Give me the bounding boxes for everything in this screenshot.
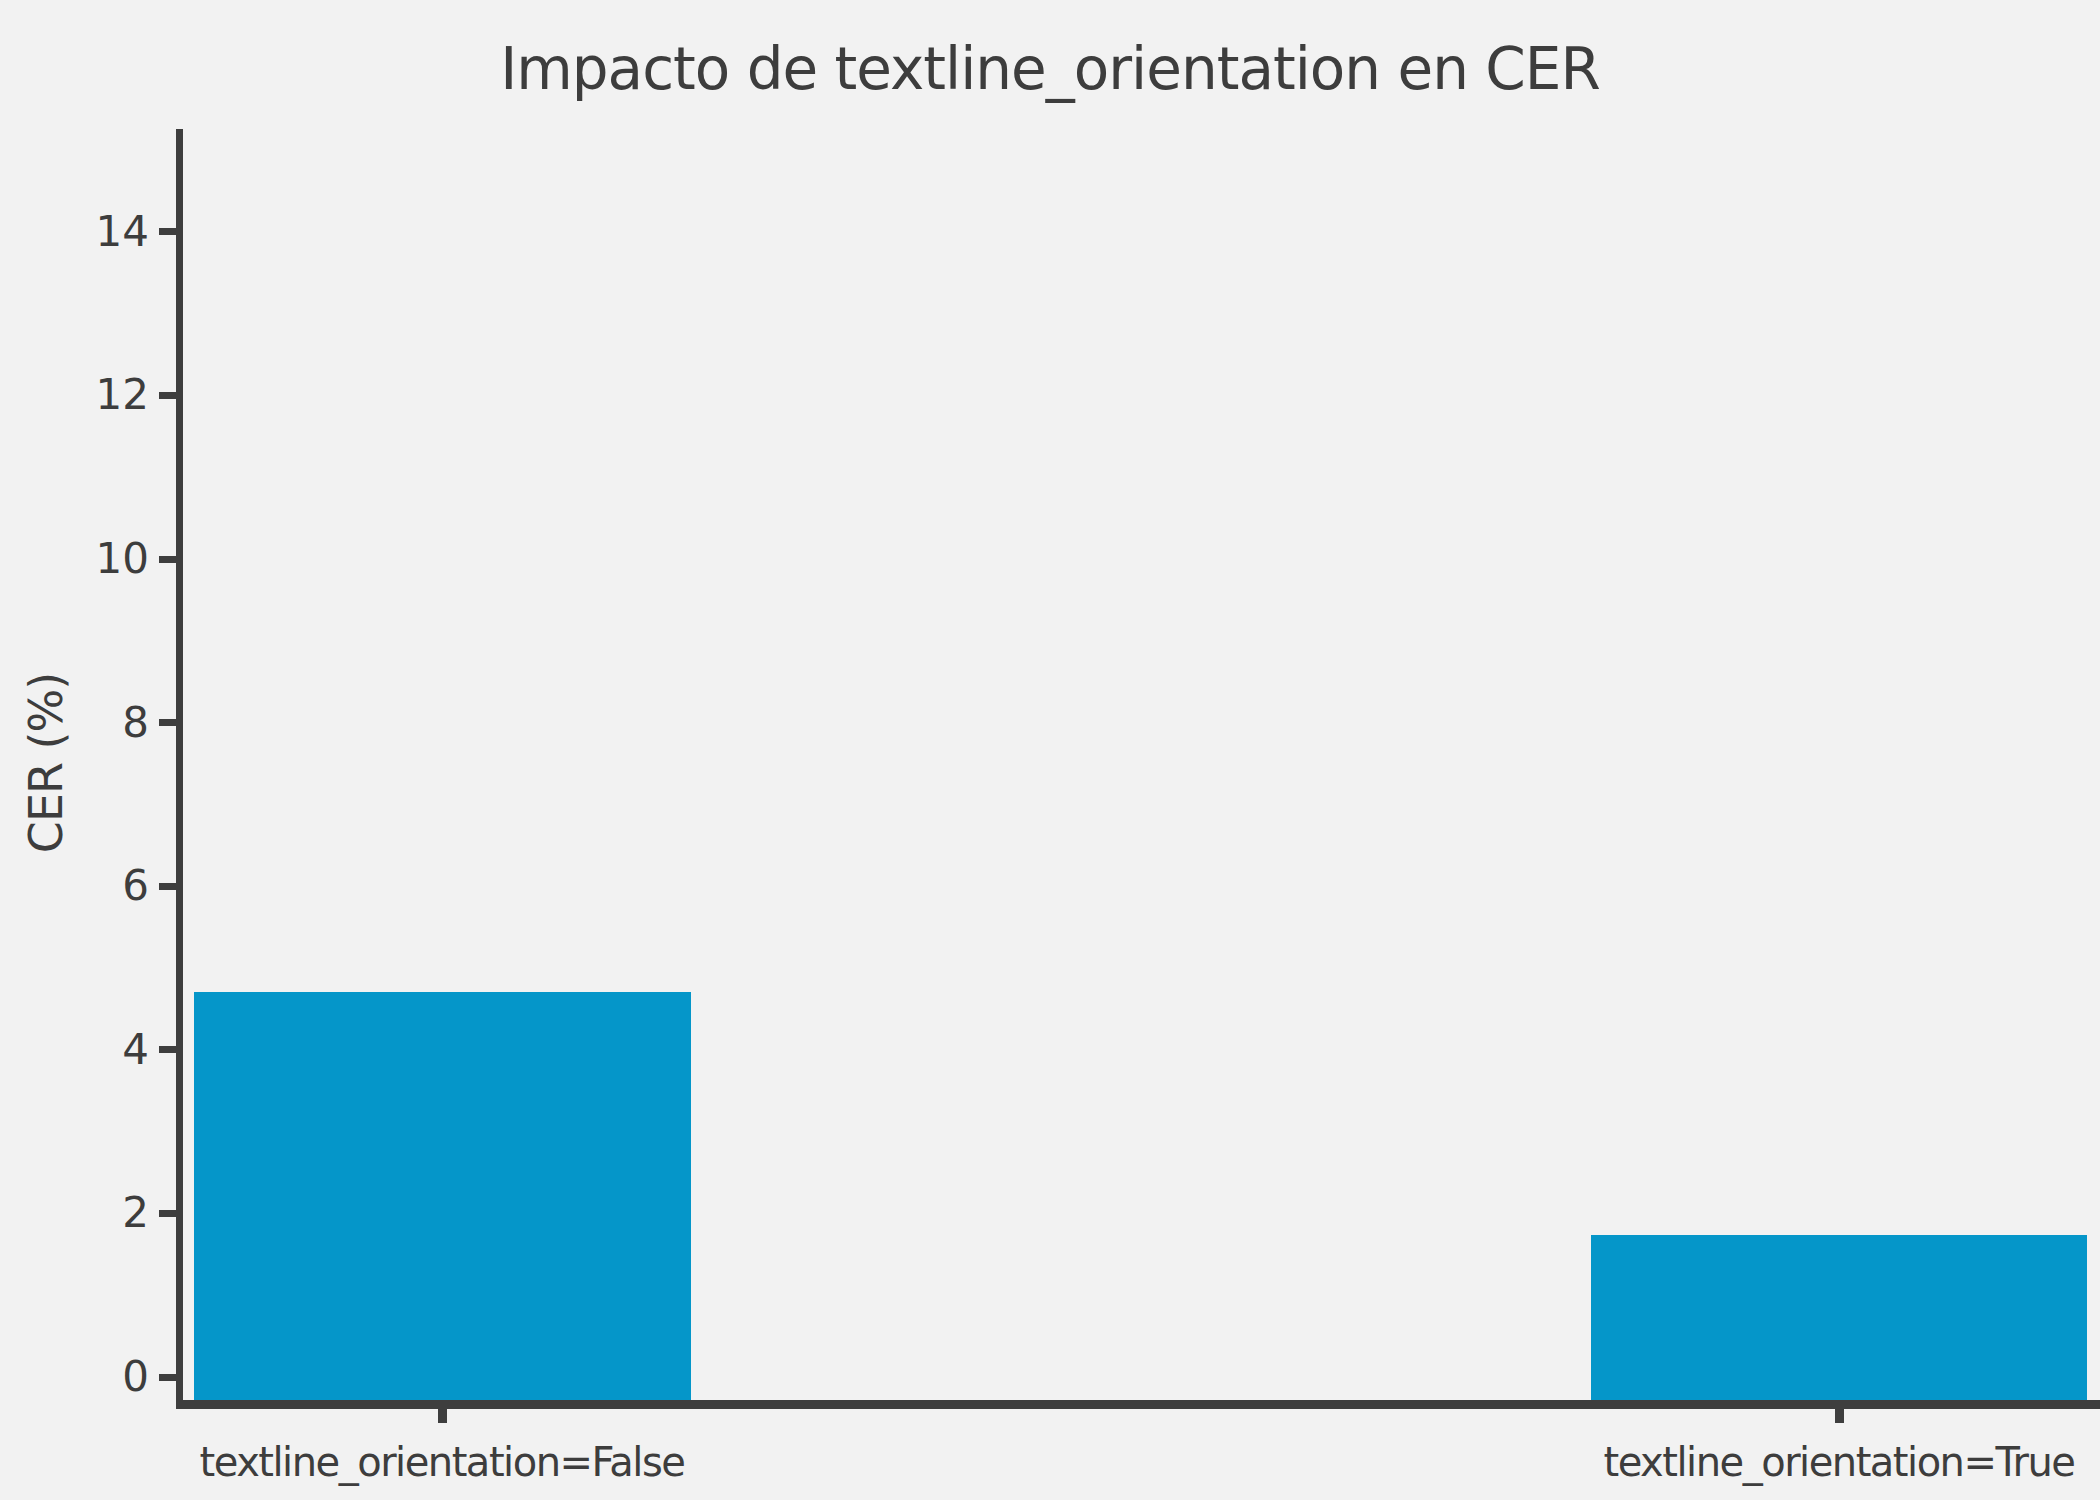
y-tick-label: 6 xyxy=(0,856,149,916)
y-tick-mark xyxy=(159,392,176,399)
bar xyxy=(1591,1235,2087,1400)
bar xyxy=(194,992,691,1400)
x-tick-label: textline_orientation=True xyxy=(1389,1442,2100,1482)
chart-title: Impacto de textline_orientation en CER xyxy=(0,40,2100,98)
y-tick-mark xyxy=(159,883,176,890)
bar-chart: Impacto de textline_orientation en CER C… xyxy=(0,0,2100,1500)
y-axis-spine xyxy=(176,129,183,1409)
y-tick-mark xyxy=(159,719,176,726)
y-tick-label: 8 xyxy=(0,693,149,753)
y-tick-mark xyxy=(159,556,176,563)
x-tick-mark xyxy=(438,1409,447,1423)
x-tick-label: textline_orientation=False xyxy=(0,1442,892,1482)
x-axis-spine xyxy=(176,1400,2100,1409)
y-tick-label: 2 xyxy=(0,1183,149,1243)
y-tick-label: 12 xyxy=(0,365,149,425)
y-tick-mark xyxy=(159,1210,176,1217)
x-tick-mark xyxy=(1835,1409,1844,1423)
y-tick-label: 0 xyxy=(0,1347,149,1407)
y-tick-mark xyxy=(159,1374,176,1381)
y-tick-label: 14 xyxy=(0,202,149,262)
y-tick-label: 4 xyxy=(0,1020,149,1080)
y-tick-mark xyxy=(159,1046,176,1053)
y-tick-label: 10 xyxy=(0,529,149,589)
y-tick-mark xyxy=(159,228,176,235)
